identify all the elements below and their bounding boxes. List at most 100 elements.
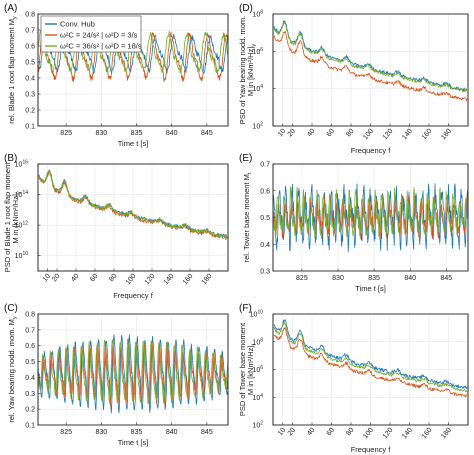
y-tick-label: 0.7 xyxy=(25,327,35,334)
y-axis-label-units: M in [kNm²/Hz]y xyxy=(11,191,22,244)
y-tick-label: 0.8 xyxy=(25,312,35,319)
x-tick-label: 830 xyxy=(332,275,344,282)
y-tick-label: 108 xyxy=(252,10,263,19)
x-axis-label: Frequency f xyxy=(113,291,154,300)
x-tick-label: 40 xyxy=(306,128,316,139)
x-tick-label: 10 xyxy=(277,128,287,139)
x-tick-label: 825 xyxy=(60,429,72,436)
y-axis-label: rel. Blade 1 root flap moment My xyxy=(7,16,18,124)
y-axis-label-units: M in [kNm²/Hz]y xyxy=(246,44,257,97)
x-tick-label: 60 xyxy=(326,128,336,139)
series-line-a xyxy=(273,327,468,398)
x-axis-label: Time t [s] xyxy=(118,139,149,148)
y-tick-label: 1016 xyxy=(15,160,29,169)
series-line-a xyxy=(274,30,468,102)
x-tick-label: 840 xyxy=(166,130,178,137)
series-group xyxy=(273,319,468,398)
x-tick-label: 80 xyxy=(345,427,355,438)
x-tick-label: 80 xyxy=(108,273,118,284)
x-axis-label: Frequency f xyxy=(351,445,392,454)
y-tick-label: 0.1 xyxy=(25,124,35,131)
series-line-b xyxy=(273,21,468,93)
x-tick-label: 60 xyxy=(326,427,336,438)
y-tick-label: 106 xyxy=(252,47,263,56)
panel-label: (D) xyxy=(239,3,253,14)
y-axis-label-units: M in [kNm²/Hz]t xyxy=(246,343,257,395)
x-tick-label: 160 xyxy=(421,427,434,441)
y-tick-label: 106 xyxy=(252,365,263,374)
chart-panel-c: 825 830 835 840 845 0.1 0.2 0.3 0.4 0.5 0.6 0.7 0.8 T… xyxy=(4,303,229,447)
series-line-b xyxy=(38,338,228,404)
chart-panel-a: 825 830 835 840 845 0.1 0.2 0.3 0.4 0.5 0.6 0.7 0.8 T… xyxy=(4,3,229,148)
y-tick-label: 0.3 xyxy=(25,92,35,99)
x-tick-label: 835 xyxy=(368,275,380,282)
x-tick-label: 20 xyxy=(287,427,297,438)
x-tick-label: 100 xyxy=(362,427,375,441)
y-axis-label: PSD of Tower base moment xyxy=(238,322,247,416)
legend-entry-label: ω²C = 36/s² | ω²D = 18/s xyxy=(60,42,142,51)
chart-panel-f: 10 20 40 60 80 100 120 140 160 180 102 104 106 108 101… xyxy=(238,303,469,454)
y-axis-label: PSD of Yaw bearing nodd. mom. xyxy=(238,16,247,125)
x-tick-label: 825 xyxy=(296,275,308,282)
y-tick-label: 104 xyxy=(252,84,263,93)
series-line-b xyxy=(273,186,468,238)
y-tick-label: 0.4 xyxy=(25,375,35,382)
x-tick-label: 40 xyxy=(70,273,80,284)
x-tick-label: 20 xyxy=(51,273,61,284)
x-axis-label: Time t [s] xyxy=(355,284,386,293)
legend-entry-label: Conv. Hub xyxy=(60,20,95,29)
y-tick-label: 0.5 xyxy=(25,60,35,67)
x-tick-label: 160 xyxy=(421,128,434,142)
y-axis-label: rel. Yaw bearing nodd. mom. My xyxy=(7,316,18,423)
x-tick-label: 840 xyxy=(404,275,416,282)
series-line-b xyxy=(38,169,228,239)
x-tick-label: 20 xyxy=(287,128,297,139)
axes-frame xyxy=(37,313,229,426)
chart-panel-b: 10 20 40 60 80 100 120 140 160 180 1010 1012 1014 101… xyxy=(3,153,229,300)
x-tick-label: 180 xyxy=(440,427,453,441)
panel-label: (F) xyxy=(239,303,252,314)
x-tick-label: 835 xyxy=(131,429,143,436)
y-tick-label: 0.5 xyxy=(260,215,270,222)
x-tick-label: 140 xyxy=(163,273,176,287)
y-tick-label: 0.6 xyxy=(260,188,270,195)
series-line-conv xyxy=(38,334,228,414)
y-axis-label: rel. Tower base moment Mt xyxy=(242,172,253,262)
x-tick-label: 80 xyxy=(345,128,355,139)
x-tick-label: 845 xyxy=(201,429,213,436)
x-tick-label: 10 xyxy=(42,273,52,284)
y-tick-label: 1010 xyxy=(15,251,29,260)
x-tick-label: 840 xyxy=(166,429,178,436)
x-tick-label: 120 xyxy=(144,273,157,287)
series-group xyxy=(273,20,468,102)
x-tick-label: 120 xyxy=(382,128,395,142)
y-tick-label: 0.6 xyxy=(25,343,35,350)
series-line-b xyxy=(273,321,468,393)
y-tick-label: 1012 xyxy=(15,221,29,230)
x-tick-label: 120 xyxy=(382,427,395,441)
y-tick-label: 108 xyxy=(252,337,263,346)
y-tick-label: 0.3 xyxy=(25,391,35,398)
x-axis-label: Frequency f xyxy=(351,146,392,155)
y-tick-label: 1010 xyxy=(250,310,264,319)
x-tick-label: 845 xyxy=(201,130,213,137)
y-tick-label: 1014 xyxy=(15,190,29,199)
x-tick-label: 830 xyxy=(95,429,107,436)
panel-label: (A) xyxy=(4,3,17,14)
x-tick-label: 60 xyxy=(89,273,99,284)
x-tick-label: 825 xyxy=(60,130,72,137)
x-tick-label: 180 xyxy=(440,128,453,142)
y-tick-label: 0.7 xyxy=(25,28,35,35)
x-tick-label: 160 xyxy=(182,273,195,287)
y-tick-label: 102 xyxy=(252,421,263,430)
series-line-a xyxy=(38,341,228,406)
chart-panel-e: 825 830 835 840 845 0.3 0.4 0.5 0.6 0.7 Time t [s]… xyxy=(239,153,469,293)
panel-label: (C) xyxy=(4,303,18,314)
y-tick-label: 0.5 xyxy=(25,359,35,366)
axes-frame xyxy=(37,13,229,127)
x-tick-label: 10 xyxy=(277,427,287,438)
series-group xyxy=(38,334,228,414)
series-group xyxy=(38,169,228,240)
series-line-conv xyxy=(273,183,468,253)
